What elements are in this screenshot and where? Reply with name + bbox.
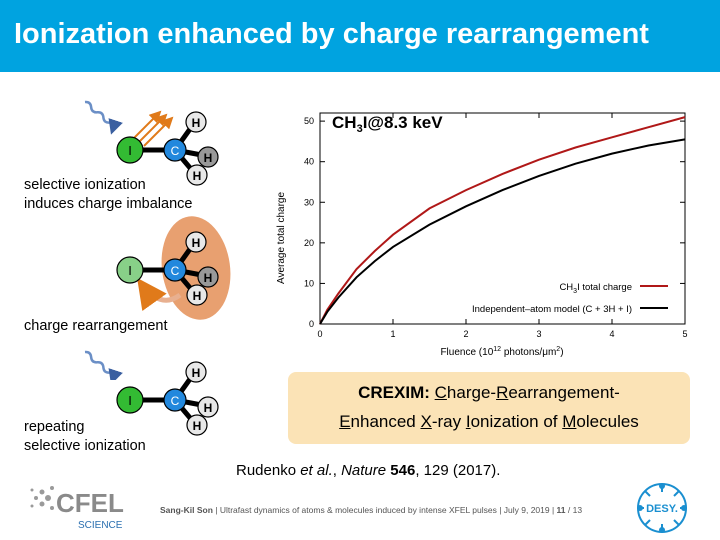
carbon-atom-2 — [163, 258, 187, 282]
legend-label-iam: Independent–atom model (C + 3H + I) — [472, 304, 632, 315]
svg-text:H: H — [193, 289, 202, 303]
y-tick-label: 40 — [304, 157, 314, 167]
crexim-line1: CREXIM: Charge-Rearrangement- — [358, 383, 620, 402]
svg-text:DESY.: DESY. — [646, 503, 678, 515]
x-tick-label: 0 — [317, 329, 322, 339]
iodine-atom-2 — [116, 256, 144, 284]
svg-text:SCIENCE: SCIENCE — [78, 520, 123, 531]
hydrogen-atom-1c — [186, 164, 208, 186]
svg-text:H: H — [192, 236, 201, 250]
series-line-iam — [319, 138, 686, 325]
rearrangement-arrow — [137, 277, 182, 312]
svg-text:H: H — [204, 271, 213, 285]
svg-text:C: C — [171, 394, 180, 408]
iodine-atom-1 — [116, 136, 144, 164]
series-line-ch3i — [319, 116, 686, 325]
svg-text:H: H — [193, 419, 202, 433]
hydrogen-atom-3a — [185, 361, 207, 383]
hydrogen-atom-2c — [186, 284, 208, 306]
photon-wave-3 — [84, 350, 123, 380]
x-tick-label: 1 — [390, 329, 395, 339]
crexim-box: CREXIM: Charge-Rearrangement- Enhanced X… — [288, 372, 690, 444]
header-bar: Ionization enhanced by charge rearrangem… — [0, 0, 720, 72]
carbon-atom-1 — [163, 138, 187, 162]
x-tick-label: 4 — [609, 329, 614, 339]
caption-step3-line1: repeating — [24, 419, 85, 435]
svg-text:I: I — [128, 143, 132, 158]
y-tick-label: 20 — [304, 238, 314, 248]
molecule-3-body: I C H H H — [116, 361, 219, 436]
svg-text:I: I — [128, 393, 132, 408]
slide-title: Ionization enhanced by charge rearrangem… — [14, 18, 649, 50]
caption-step2: charge rearrangement — [24, 318, 168, 334]
svg-text:H: H — [192, 366, 201, 380]
svg-text:C: C — [171, 144, 180, 158]
electron-arrows-1 — [131, 110, 174, 147]
carbon-atom-3 — [163, 388, 187, 412]
y-tick-label: 30 — [304, 197, 314, 207]
hydrogen-atom-1a — [185, 111, 207, 133]
legend: CH3I total charge Independent–atom model… — [472, 282, 668, 315]
hydrogen-atom-2b — [197, 266, 219, 288]
svg-text:H: H — [192, 116, 201, 130]
hydrogen-atom-1b — [197, 146, 219, 168]
hydrogen-atom-2a — [185, 231, 207, 253]
svg-text:H: H — [204, 401, 213, 415]
svg-text:H: H — [204, 151, 213, 165]
photon-wave-1 — [84, 100, 123, 135]
svg-text:I: I — [128, 263, 132, 278]
hydrogen-atom-3c — [186, 414, 208, 436]
plot-frame — [319, 112, 686, 325]
iodine-atom-3 — [116, 386, 144, 414]
cfel-logo: CFEL SCIENCE — [30, 486, 124, 531]
chart-title: CH3I@8.3 keV — [332, 113, 443, 135]
desy-logo: DESY. — [637, 483, 687, 533]
molecule-diagrams: I C H H H I C H H H — [84, 100, 231, 380]
molecule-3 — [84, 350, 123, 380]
caption-step3-line2: selective ionization — [24, 438, 146, 454]
caption-step1-line1: selective ionization — [24, 177, 146, 193]
caption-step3: repeating selective ionization — [24, 418, 146, 456]
svg-text:H: H — [193, 169, 202, 183]
x-tick-label: 2 — [463, 329, 468, 339]
molecule-1: I C H H H — [84, 100, 219, 186]
svg-text:CFEL: CFEL — [56, 488, 124, 518]
citation: Rudenko et al., Nature 546, 129 (2017). — [236, 462, 501, 479]
x-axis-label: Fluence (1012 photons/μm2) — [440, 346, 563, 358]
x-tick-label: 5 — [682, 329, 687, 339]
footer: Sang-Kil Son | Ultrafast dynamics of ato… — [160, 505, 583, 515]
y-tick-label: 0 — [309, 319, 314, 329]
caption-step1: selective ionization induces charge imba… — [24, 176, 192, 214]
svg-text:C: C — [171, 264, 180, 278]
legend-label-ch3i: CH3I total charge — [559, 282, 632, 295]
y-tick-label: 10 — [304, 278, 314, 288]
hydrogen-atom-3b — [197, 396, 219, 418]
x-tick-label: 3 — [536, 329, 541, 339]
crexim-line2: Enhanced X-ray Ionization of Molecules — [339, 412, 639, 431]
caption-step1-line2: induces charge imbalance — [24, 196, 193, 212]
y-tick-label: 50 — [304, 116, 314, 126]
molecule-2: I C H H H — [116, 216, 231, 320]
y-axis-label: Average total charge — [276, 192, 287, 285]
